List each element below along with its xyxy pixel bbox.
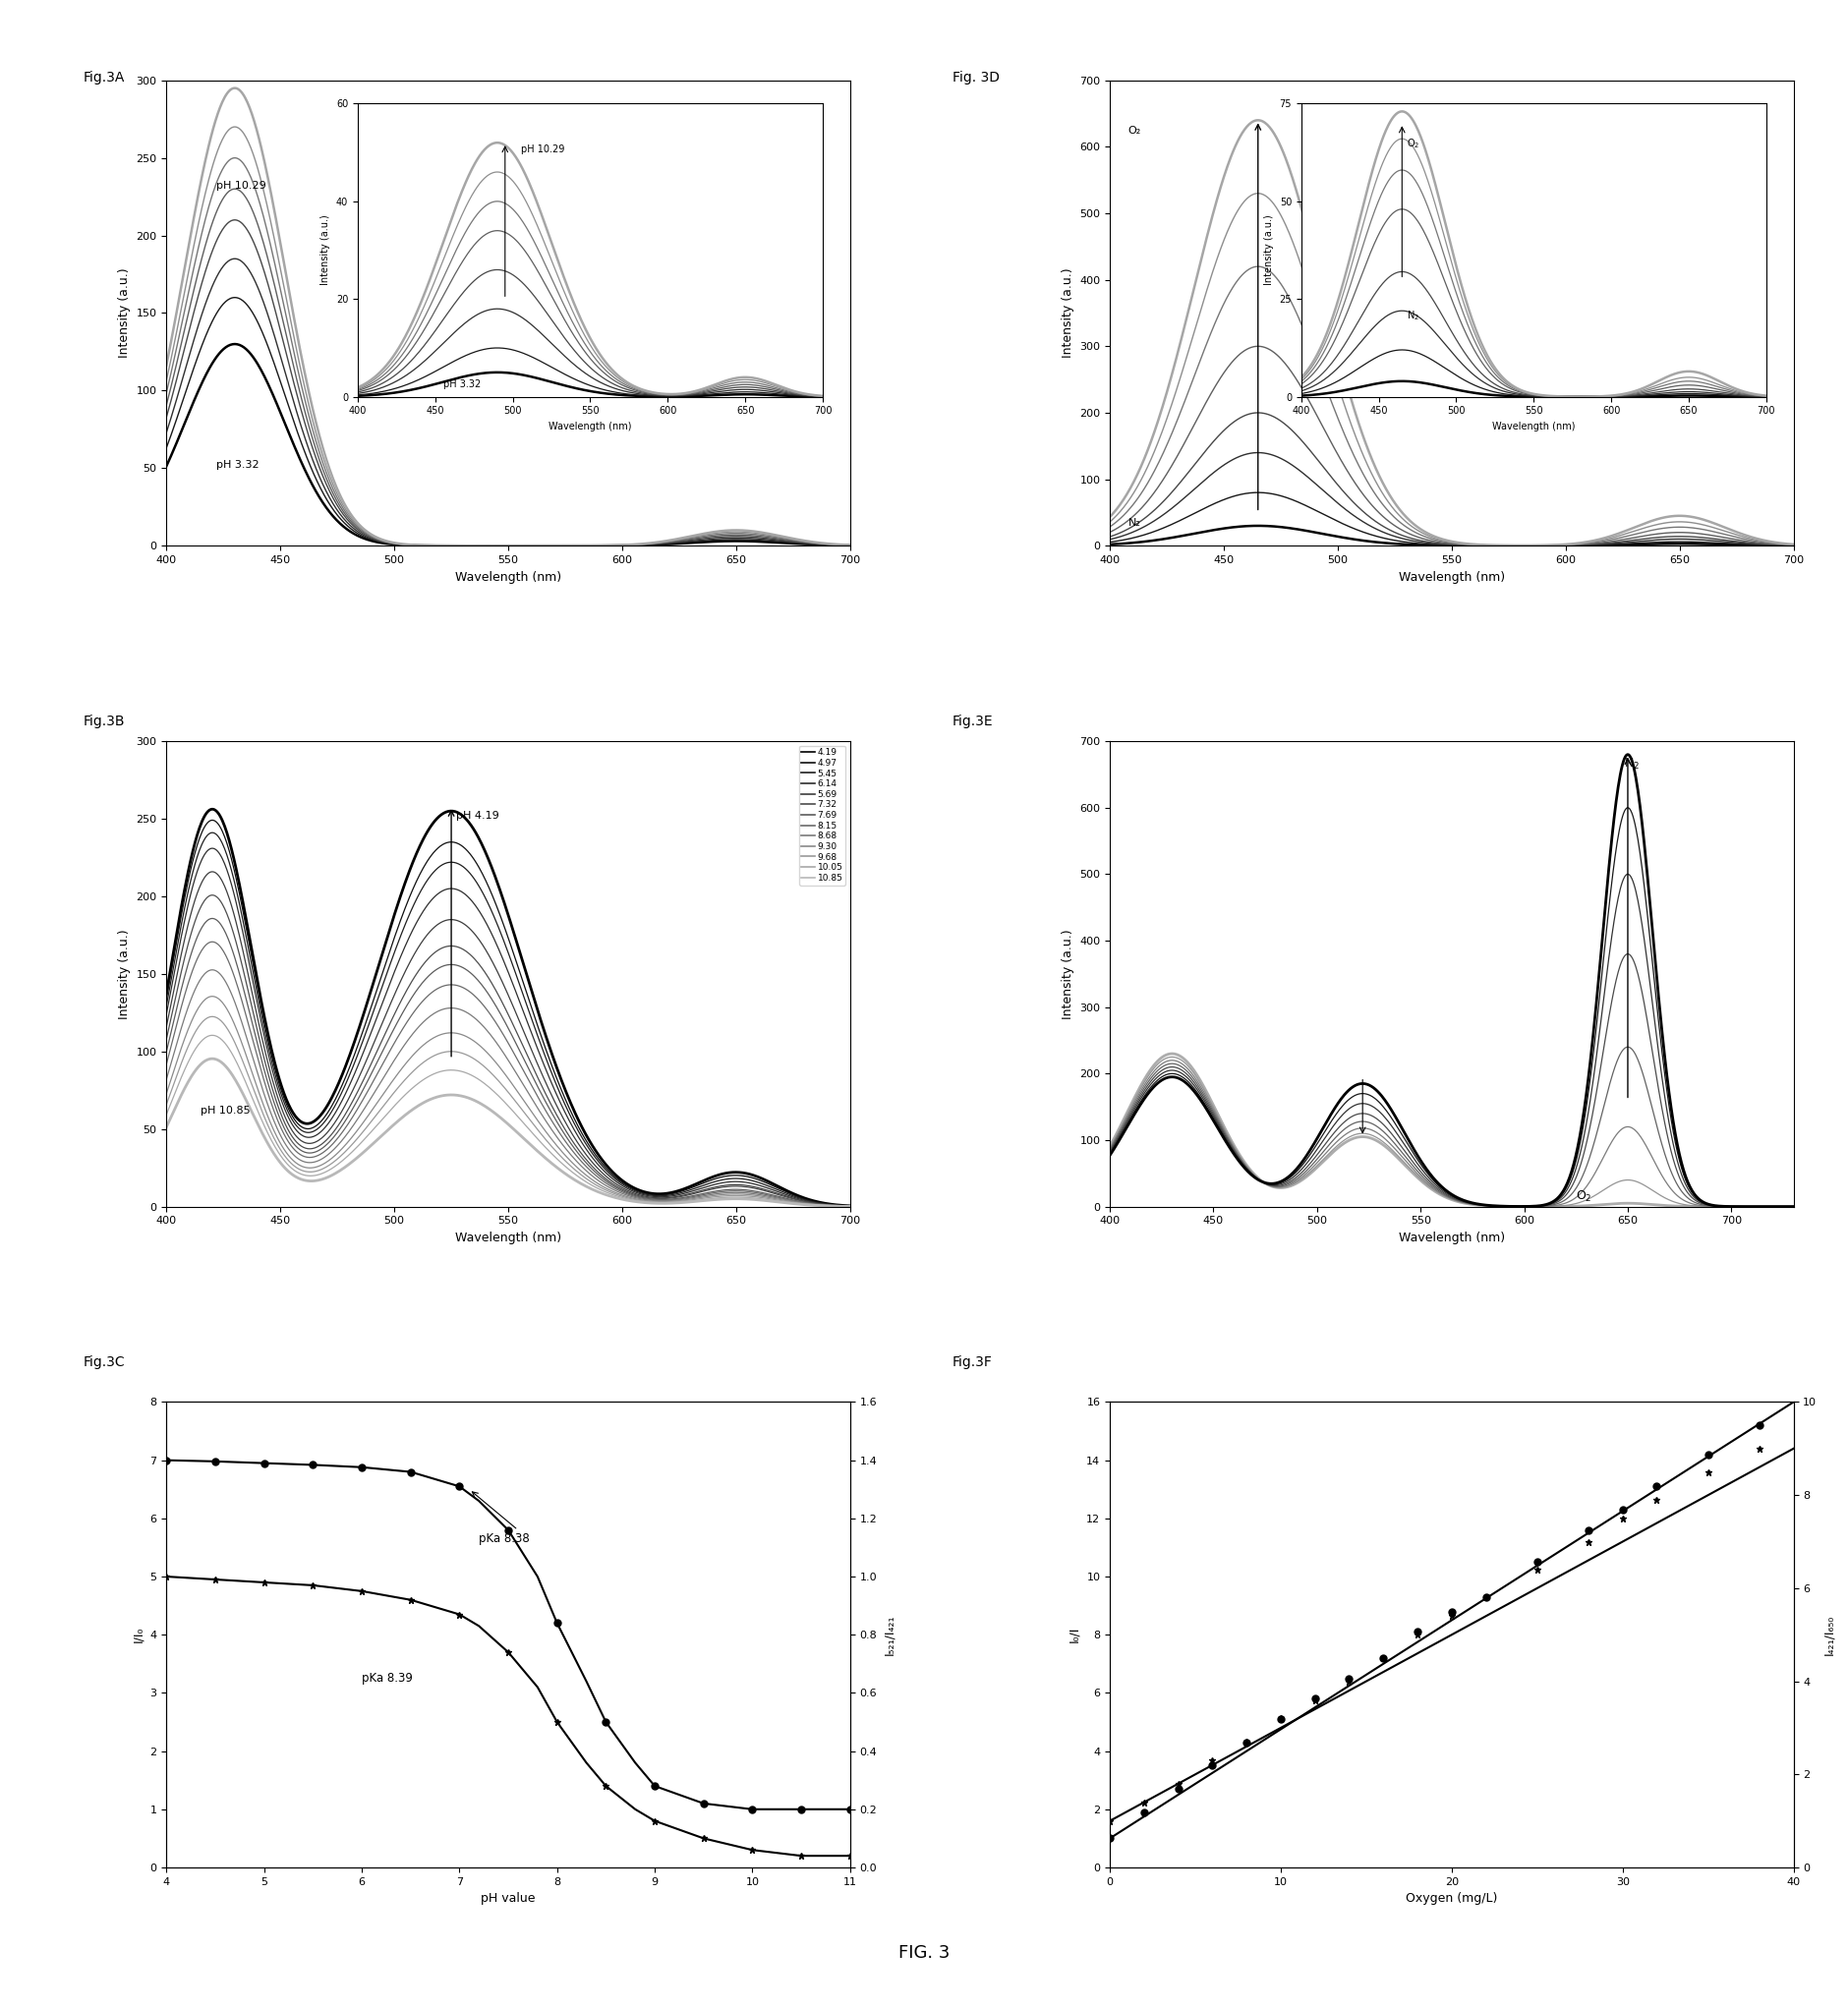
Y-axis label: I₅₂₁/I₄₂₁: I₅₂₁/I₄₂₁ (881, 1614, 894, 1655)
X-axis label: Wavelength (nm): Wavelength (nm) (455, 570, 562, 584)
Text: N$_2$: N$_2$ (1623, 757, 1639, 771)
Text: pKa 8.39: pKa 8.39 (362, 1671, 412, 1685)
Text: O₂: O₂ (1127, 127, 1140, 135)
Text: pKa 8.38: pKa 8.38 (479, 1532, 530, 1544)
X-axis label: Wavelength (nm): Wavelength (nm) (1397, 1231, 1504, 1245)
Text: O$_2$: O$_2$ (1574, 1189, 1591, 1205)
Text: pH 10.29: pH 10.29 (216, 181, 266, 191)
Text: Fig.3C: Fig.3C (83, 1355, 126, 1369)
Text: FIG. 3: FIG. 3 (898, 1944, 950, 1962)
Y-axis label: Intensity (a.u.): Intensity (a.u.) (118, 267, 131, 357)
Text: Fig.3E: Fig.3E (952, 715, 992, 729)
Y-axis label: I₄₂₁/I₆₅₀: I₄₂₁/I₆₅₀ (1822, 1614, 1833, 1655)
X-axis label: Wavelength (nm): Wavelength (nm) (1397, 570, 1504, 584)
Y-axis label: I/I₀: I/I₀ (131, 1626, 144, 1643)
Legend: 4.19, 4.97, 5.45, 6.14, 5.69, 7.32, 7.69, 8.15, 8.68, 9.30, 9.68, 10.05, 10.85: 4.19, 4.97, 5.45, 6.14, 5.69, 7.32, 7.69… (798, 745, 845, 886)
Text: Fig.3A: Fig.3A (83, 70, 126, 84)
Text: pH 10.85: pH 10.85 (200, 1106, 249, 1116)
Text: pH 3.32: pH 3.32 (216, 460, 259, 470)
Y-axis label: I₀/I: I₀/I (1068, 1626, 1081, 1643)
X-axis label: pH value: pH value (480, 1892, 536, 1906)
Y-axis label: Intensity (a.u.): Intensity (a.u.) (118, 930, 131, 1018)
Y-axis label: Intensity (a.u.): Intensity (a.u.) (1061, 267, 1074, 357)
Text: Fig.3B: Fig.3B (83, 715, 126, 729)
X-axis label: Oxygen (mg/L): Oxygen (mg/L) (1404, 1892, 1497, 1906)
Text: N₂: N₂ (1127, 518, 1140, 528)
Text: Fig.3F: Fig.3F (952, 1355, 992, 1369)
Text: Fig. 3D: Fig. 3D (952, 70, 1000, 84)
Y-axis label: Intensity (a.u.): Intensity (a.u.) (1061, 930, 1074, 1018)
Text: pH 4.19: pH 4.19 (456, 811, 499, 821)
X-axis label: Wavelength (nm): Wavelength (nm) (455, 1231, 562, 1245)
